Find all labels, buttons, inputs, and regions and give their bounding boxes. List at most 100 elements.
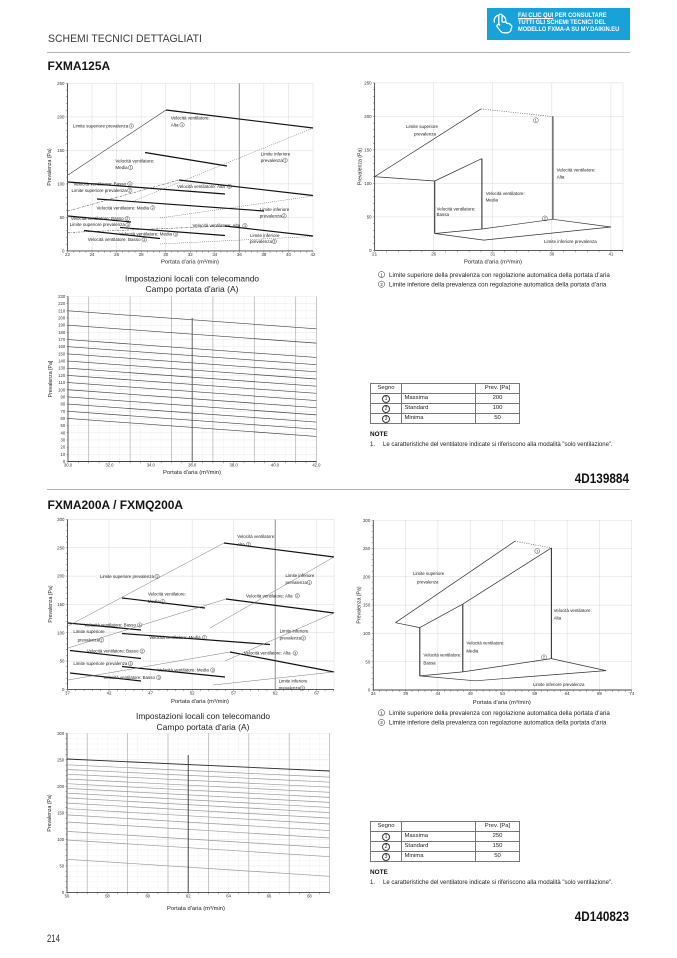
svg-text:68: 68 — [307, 894, 312, 899]
svg-text:140: 140 — [58, 359, 66, 364]
svg-text:Velocità ventilatore: Alta: Velocità ventilatore: Alta — [244, 651, 291, 656]
svg-text:Limite inferiore della prevale: Limite inferiore della prevalenza con re… — [389, 720, 607, 727]
svg-text:3: 3 — [127, 223, 129, 227]
svg-text:24: 24 — [90, 252, 95, 257]
svg-text:26: 26 — [431, 252, 436, 257]
svg-text:Media: Media — [148, 599, 161, 604]
svg-text:200: 200 — [364, 114, 372, 119]
svg-text:1: 1 — [380, 710, 383, 715]
svg-text:40: 40 — [61, 430, 66, 435]
svg-text:57: 57 — [231, 691, 236, 696]
svg-text:Bassa: Bassa — [423, 661, 436, 666]
svg-text:3: 3 — [273, 240, 275, 244]
svg-text:0: 0 — [62, 687, 65, 692]
svg-text:Media: Media — [486, 198, 499, 203]
svg-text:Limite inferiore: Limite inferiore — [280, 629, 309, 634]
svg-text:Velocità ventilatore: Media: Velocità ventilatore: Media — [120, 232, 173, 237]
svg-text:36: 36 — [549, 252, 554, 257]
svg-text:3: 3 — [175, 232, 177, 236]
svg-text:Portata d'aria (m³/min): Portata d'aria (m³/min) — [163, 470, 221, 476]
svg-text:prevalenza: prevalenza — [414, 132, 437, 137]
svg-text:Velocità ventilatore:: Velocità ventilatore: — [437, 206, 476, 211]
svg-text:150: 150 — [58, 351, 66, 356]
svg-text:30: 30 — [61, 437, 66, 442]
svg-text:250: 250 — [57, 81, 65, 86]
svg-text:Velocità ventilatore: Media: Velocità ventilatore: Media — [97, 205, 150, 210]
svg-text:60: 60 — [61, 416, 66, 421]
svg-text:0: 0 — [62, 249, 65, 254]
svg-text:2: 2 — [380, 720, 383, 725]
svg-text:50: 50 — [60, 659, 65, 664]
svg-text:2: 2 — [543, 656, 545, 660]
svg-text:26: 26 — [114, 252, 119, 257]
svg-text:Limite inferiore: Limite inferiore — [286, 573, 315, 578]
svg-text:0: 0 — [368, 688, 371, 693]
svg-text:Campo portata d'aria (A): Campo portata d'aria (A) — [157, 722, 250, 732]
svg-text:150: 150 — [57, 810, 65, 815]
svg-text:3: 3 — [294, 651, 296, 655]
svg-text:100: 100 — [363, 631, 371, 636]
svg-text:Prevalenza (Pa): Prevalenza (Pa) — [357, 586, 363, 623]
svg-text:2: 2 — [152, 206, 154, 210]
svg-text:Prevalenza (Pa): Prevalenza (Pa) — [48, 585, 54, 622]
svg-text:Velocità ventilatore: Basso: Velocità ventilatore: Basso — [87, 649, 139, 654]
svg-text:210: 210 — [58, 308, 66, 313]
svg-text:3: 3 — [158, 676, 160, 680]
svg-text:Limite inferiore prevalenza: Limite inferiore prevalenza — [533, 682, 585, 687]
svg-text:74: 74 — [629, 691, 634, 696]
svg-text:Limite inferiore prevalenza: Limite inferiore prevalenza — [544, 239, 597, 244]
svg-text:Alta: Alta — [554, 616, 562, 621]
svg-text:2: 2 — [303, 636, 305, 640]
svg-text:Velocità ventilatore:: Velocità ventilatore: — [557, 168, 596, 173]
svg-text:Alta: Alta — [237, 542, 245, 547]
svg-text:prevalenza: prevalenza — [261, 158, 284, 163]
svg-text:1: 1 — [535, 119, 537, 123]
svg-text:Velocità ventilatore:: Velocità ventilatore: — [237, 534, 275, 539]
svg-text:42.0: 42.0 — [312, 463, 321, 468]
svg-text:Limite superiore prevalenza: Limite superiore prevalenza — [73, 124, 129, 129]
svg-text:34.0: 34.0 — [147, 463, 156, 468]
svg-text:90: 90 — [61, 394, 66, 399]
svg-text:30.0: 30.0 — [64, 463, 73, 468]
svg-text:prevalenza: prevalenza — [260, 213, 283, 218]
svg-text:38: 38 — [261, 252, 266, 257]
svg-text:54: 54 — [500, 691, 505, 696]
svg-text:Limite superiore della prevale: Limite superiore della prevalenza con re… — [389, 272, 610, 279]
svg-text:64: 64 — [226, 894, 231, 899]
svg-text:36: 36 — [237, 252, 242, 257]
svg-text:180: 180 — [58, 330, 66, 335]
svg-text:Limite superiore: Limite superiore — [413, 571, 445, 576]
svg-text:Velocità ventilatore: Alta: Velocità ventilatore: Alta — [177, 184, 225, 189]
svg-text:Velocità ventilatore:: Velocità ventilatore: — [466, 641, 504, 646]
svg-text:110: 110 — [59, 380, 66, 385]
svg-text:49: 49 — [468, 691, 473, 696]
svg-text:0: 0 — [63, 459, 66, 464]
svg-text:Velocità ventilatore:: Velocità ventilatore: — [171, 116, 210, 121]
svg-text:31: 31 — [490, 252, 495, 257]
svg-text:Velocità ventilatore:: Velocità ventilatore: — [554, 608, 592, 613]
svg-text:62: 62 — [273, 691, 278, 696]
svg-text:prevalenza: prevalenza — [78, 638, 100, 643]
svg-text:Velocità ventilatore:: Velocità ventilatore: — [115, 158, 154, 163]
svg-text:160: 160 — [58, 344, 66, 349]
svg-text:Limite inferiore: Limite inferiore — [250, 233, 280, 238]
svg-text:prevalenza: prevalenza — [417, 580, 439, 585]
svg-text:1: 1 — [130, 124, 132, 128]
svg-text:100: 100 — [364, 181, 372, 186]
svg-text:2: 2 — [126, 217, 128, 221]
svg-text:prevalenza: prevalenza — [286, 580, 308, 585]
svg-text:3: 3 — [244, 224, 246, 228]
svg-text:2: 2 — [283, 214, 285, 218]
svg-text:150: 150 — [363, 603, 371, 608]
svg-text:1: 1 — [380, 272, 383, 277]
svg-text:1: 1 — [162, 600, 164, 604]
svg-text:34: 34 — [371, 691, 376, 696]
svg-text:2: 2 — [141, 649, 143, 653]
svg-text:58: 58 — [105, 894, 110, 899]
svg-text:39: 39 — [403, 691, 408, 696]
svg-text:Impostazioni locali con teleco: Impostazioni locali con telecomando — [125, 274, 259, 284]
svg-text:2: 2 — [129, 189, 131, 193]
svg-text:Limite superiore prevalenza: Limite superiore prevalenza — [100, 574, 154, 579]
svg-text:Velocità ventilatore: Alta: Velocità ventilatore: Alta — [193, 223, 241, 228]
svg-text:Velocità ventilatore: Basso: Velocità ventilatore: Basso — [73, 181, 126, 186]
